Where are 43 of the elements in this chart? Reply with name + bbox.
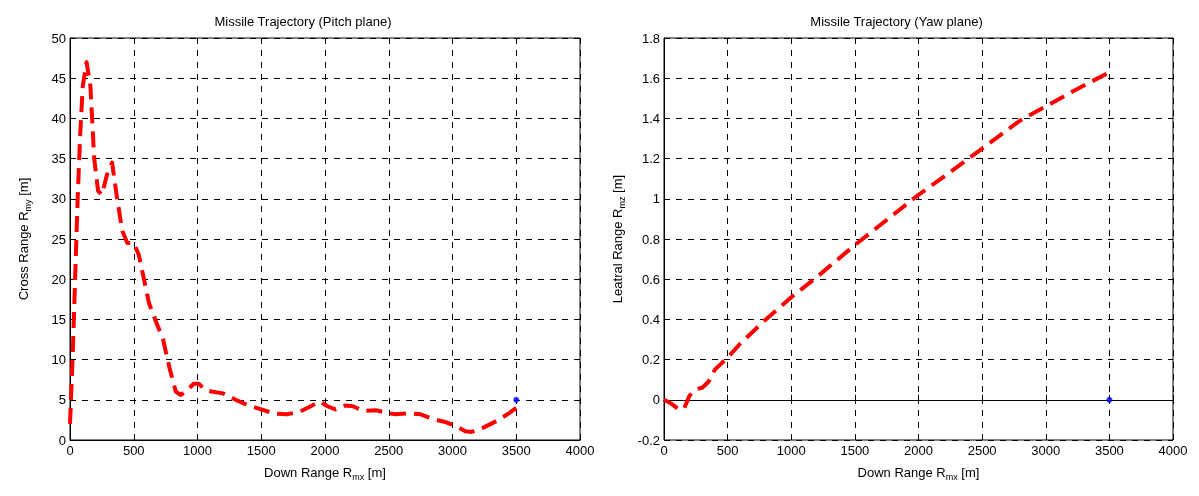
y-tick-label: 25 (51, 231, 66, 247)
y-tick-label: 0 (652, 392, 660, 408)
y-tick-label: 45 (51, 70, 66, 86)
y-axis-title: Cross Range Rmy [m] (16, 177, 33, 301)
y-tick-label: -0.2 (637, 432, 660, 448)
x-tick-label: 1500 (246, 443, 276, 458)
x-tick-label: 3000 (1031, 443, 1061, 458)
y-tick-label: 50 (51, 30, 66, 46)
x-tick-label: 500 (122, 443, 145, 458)
y-tick-label: 20 (51, 271, 66, 287)
y-tick-label: 0.2 (641, 352, 660, 368)
y-tick-label: 15 (51, 311, 66, 327)
y-tick-label: 5 (58, 392, 66, 408)
x-tick-label: 1500 (840, 443, 870, 458)
y-axis-title: Leatral Range Rmz [m] (610, 174, 627, 304)
y-tick-label: 10 (51, 352, 66, 368)
y-tick-label: 1.2 (641, 151, 660, 167)
x-tick-label: 3000 (438, 443, 467, 458)
y-tick-label: 0 (58, 432, 66, 448)
x-tick-label: 4000 (565, 443, 595, 458)
line-series (68, 60, 519, 434)
y-tick-label: 1 (652, 191, 660, 207)
y-tick-label: 1.6 (641, 70, 660, 86)
y-tick-label: 1.8 (641, 30, 660, 46)
y-tick-label: 40 (51, 110, 66, 126)
y-tick-label: 0.4 (641, 311, 660, 327)
x-tick-label: 1000 (776, 443, 806, 458)
y-tick-label: 30 (51, 191, 66, 207)
x-tick-label: 2000 (310, 443, 340, 458)
chart-title: Missile Trajectory (Pitch plane) (214, 14, 392, 29)
x-tick-label: 3500 (501, 443, 531, 458)
x-tick-label: 1000 (183, 443, 212, 458)
y-tick-label: 0.8 (641, 231, 660, 247)
y-tick-label: 35 (51, 151, 66, 167)
y-tick-label: 0.6 (641, 271, 660, 287)
x-tick-label: 4000 (1158, 443, 1188, 458)
x-tick-label: 3500 (1094, 443, 1124, 458)
x-tick-label: 2500 (967, 443, 997, 458)
y-tick-label: 1.4 (641, 110, 660, 126)
chart-title: Missile Trajectory (Yaw plane) (810, 14, 983, 29)
x-tick-label: 500 (716, 443, 739, 458)
x-tick-label: 2500 (374, 443, 404, 458)
x-tick-label: 2000 (904, 443, 933, 458)
